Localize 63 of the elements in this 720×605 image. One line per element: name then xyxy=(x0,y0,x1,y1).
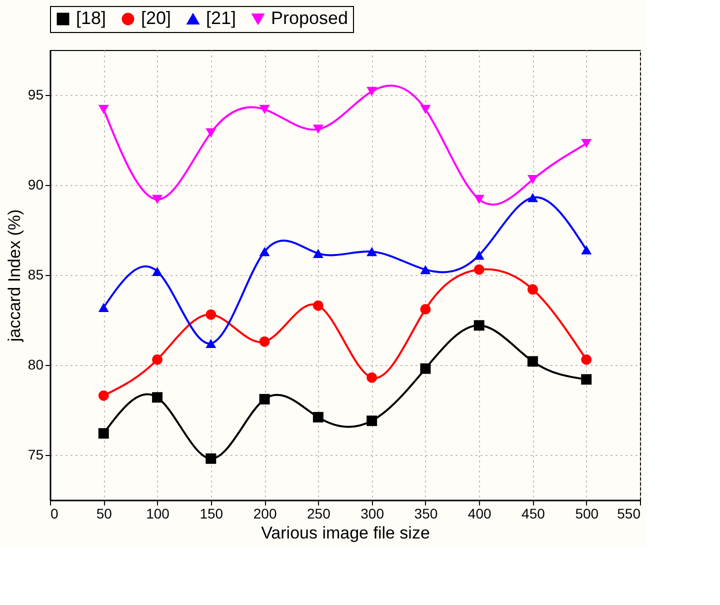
point xyxy=(366,372,378,383)
point xyxy=(366,416,378,426)
point xyxy=(152,392,163,403)
point xyxy=(98,428,109,439)
x-tick-label: 300 xyxy=(360,506,384,522)
point xyxy=(259,336,270,347)
y-tick-label: 95 xyxy=(28,86,44,102)
point xyxy=(366,247,378,256)
point xyxy=(312,412,324,422)
point xyxy=(312,248,324,258)
point xyxy=(527,284,538,295)
point xyxy=(581,354,592,365)
y-tick-label: 80 xyxy=(28,356,44,372)
point xyxy=(206,309,216,320)
legend-label: [20] xyxy=(141,8,172,28)
point xyxy=(581,374,592,385)
point xyxy=(581,139,592,148)
point xyxy=(474,264,484,275)
x-tick-label: 500 xyxy=(575,506,599,522)
x-tick-label: 450 xyxy=(522,506,546,522)
point xyxy=(474,194,484,204)
legend-label: [18] xyxy=(76,8,106,28)
point xyxy=(312,300,324,311)
point xyxy=(259,247,270,256)
x-tick-label: 550 xyxy=(617,506,641,522)
point xyxy=(420,265,431,274)
legend-label: [21] xyxy=(206,8,236,28)
point xyxy=(206,338,216,348)
x-axis-title: Various image file size xyxy=(261,524,430,542)
x-tick-label: 100 xyxy=(146,506,170,522)
point xyxy=(420,304,431,314)
point xyxy=(527,356,538,367)
point xyxy=(527,175,538,184)
point xyxy=(206,128,216,138)
point xyxy=(420,104,431,114)
point xyxy=(420,363,431,374)
point xyxy=(259,394,270,404)
legend-label: Proposed xyxy=(271,8,348,28)
point xyxy=(206,453,216,464)
point xyxy=(581,245,592,254)
point xyxy=(152,354,163,365)
y-tick-label: 90 xyxy=(28,176,44,192)
x-tick-label: 400 xyxy=(468,506,492,522)
y-axis-title: jaccard Index (%) xyxy=(4,209,24,343)
point xyxy=(98,104,109,114)
point xyxy=(98,302,109,312)
point xyxy=(474,320,484,331)
point xyxy=(259,104,270,114)
point xyxy=(474,250,484,260)
y-tick-label: 85 xyxy=(28,266,44,282)
point xyxy=(98,390,109,401)
x-tick-label: 350 xyxy=(414,506,438,522)
point xyxy=(152,266,163,276)
point xyxy=(527,193,538,202)
y-tick-label: 75 xyxy=(28,446,44,462)
x-tick-label: 150 xyxy=(200,506,224,522)
point xyxy=(366,86,378,96)
x-tick-label: 200 xyxy=(253,506,277,522)
x-tick-label: 250 xyxy=(307,506,331,522)
point xyxy=(152,194,163,204)
x-tick-label: 0 xyxy=(50,506,58,522)
x-tick-label: 50 xyxy=(96,506,112,522)
point xyxy=(312,124,324,134)
